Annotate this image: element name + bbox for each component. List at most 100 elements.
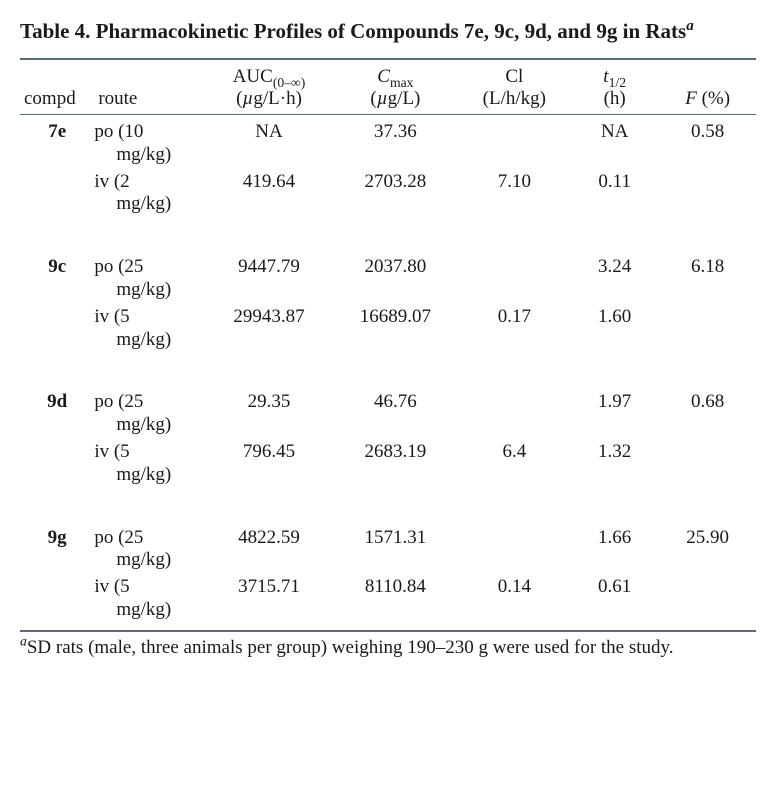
cell-cmax: 1571.31 xyxy=(332,487,458,573)
route-prefix: iv (2 xyxy=(94,171,129,192)
cell-thalf: 0.61 xyxy=(570,572,659,622)
table-row: iv (5mg/kg)29943.8716689.070.171.60 xyxy=(20,302,756,352)
cell-cmax: 2703.28 xyxy=(332,167,458,217)
route-dose: mg/kg) xyxy=(94,193,204,216)
route-dose: mg/kg) xyxy=(94,329,204,352)
cell-f: 0.58 xyxy=(659,114,756,166)
route-dose: mg/kg) xyxy=(94,144,204,167)
header-auc-top: AUC(0–∞) xyxy=(233,66,306,87)
cell-cl xyxy=(459,114,571,166)
title-text: Table 4. Pharmacokinetic Profiles of Com… xyxy=(20,19,686,43)
header-thalf-top: t1/2 xyxy=(603,66,626,87)
footnote-marker: a xyxy=(20,633,27,648)
cell-route: po (25mg/kg) xyxy=(94,216,206,302)
header-f: F (%) xyxy=(659,59,756,114)
table-row: 9cpo (25mg/kg)9447.792037.80 3.246.18 xyxy=(20,216,756,302)
cell-compd xyxy=(20,437,94,487)
cell-cmax: 46.76 xyxy=(332,351,458,437)
header-compd: compd xyxy=(20,59,94,114)
header-cmax: Cmax (µg/L) xyxy=(332,59,458,114)
table-row: 9dpo (25mg/kg)29.3546.76 1.970.68 xyxy=(20,351,756,437)
cell-compd xyxy=(20,302,94,352)
route-prefix: iv (5 xyxy=(94,576,129,597)
cell-compd: 9d xyxy=(20,351,94,437)
cell-cl: 6.4 xyxy=(459,437,571,487)
table-row: iv (5mg/kg)796.452683.196.41.32 xyxy=(20,437,756,487)
cell-cl xyxy=(459,216,571,302)
cell-f xyxy=(659,167,756,217)
cell-thalf: 1.60 xyxy=(570,302,659,352)
route-dose: mg/kg) xyxy=(94,549,204,572)
footnote-text: SD rats (male, three animals per group) … xyxy=(27,637,674,658)
route-prefix: iv (5 xyxy=(94,306,129,327)
cell-cmax: 16689.07 xyxy=(332,302,458,352)
cell-auc: 796.45 xyxy=(206,437,332,487)
cell-cmax: 2037.80 xyxy=(332,216,458,302)
cell-f: 0.68 xyxy=(659,351,756,437)
route-dose: mg/kg) xyxy=(94,279,204,302)
header-auc-unit: (µg/L·h) xyxy=(236,88,302,109)
cell-route: po (25mg/kg) xyxy=(94,487,206,573)
cell-route: iv (5mg/kg) xyxy=(94,437,206,487)
cell-route: po (25mg/kg) xyxy=(94,351,206,437)
route-prefix: iv (5 xyxy=(94,441,129,462)
cell-f: 6.18 xyxy=(659,216,756,302)
cell-compd xyxy=(20,167,94,217)
cell-f xyxy=(659,302,756,352)
header-route: route xyxy=(94,59,206,114)
route-dose: mg/kg) xyxy=(94,464,204,487)
cell-auc: 29.35 xyxy=(206,351,332,437)
cell-route: iv (5mg/kg) xyxy=(94,302,206,352)
title-footnote-marker: a xyxy=(686,18,694,34)
pk-table: compd route AUC(0–∞) (µg/L·h) Cmax (µg/L… xyxy=(20,58,756,621)
cell-cl: 7.10 xyxy=(459,167,571,217)
cell-thalf: 1.32 xyxy=(570,437,659,487)
cell-cl: 0.14 xyxy=(459,572,571,622)
table-title: Table 4. Pharmacokinetic Profiles of Com… xyxy=(20,18,756,44)
cell-compd: 7e xyxy=(20,114,94,166)
cell-thalf: 1.66 xyxy=(570,487,659,573)
route-prefix: po (25 xyxy=(94,256,143,277)
header-thalf-unit: (h) xyxy=(604,88,626,109)
cell-cmax: 8110.84 xyxy=(332,572,458,622)
route-prefix: po (10 xyxy=(94,121,143,142)
cell-thalf: NA xyxy=(570,114,659,166)
route-dose: mg/kg) xyxy=(94,414,204,437)
header-cl: Cl (L/h/kg) xyxy=(459,59,571,114)
table-row: 7epo (10mg/kg)NA37.36NA0.58 xyxy=(20,114,756,166)
header-auc: AUC(0–∞) (µg/L·h) xyxy=(206,59,332,114)
cell-f xyxy=(659,437,756,487)
cell-auc: NA xyxy=(206,114,332,166)
table-body: 7epo (10mg/kg)NA37.36NA0.58iv (2mg/kg)41… xyxy=(20,114,756,621)
cell-auc: 9447.79 xyxy=(206,216,332,302)
cell-auc: 4822.59 xyxy=(206,487,332,573)
cell-auc: 419.64 xyxy=(206,167,332,217)
table-footnote: aSD rats (male, three animals per group)… xyxy=(20,630,756,660)
cell-route: po (10mg/kg) xyxy=(94,114,206,166)
cell-f xyxy=(659,572,756,622)
cell-thalf: 3.24 xyxy=(570,216,659,302)
cell-compd xyxy=(20,572,94,622)
cell-cl: 0.17 xyxy=(459,302,571,352)
cell-cmax: 37.36 xyxy=(332,114,458,166)
header-cmax-top: Cmax xyxy=(377,66,413,87)
cell-auc: 3715.71 xyxy=(206,572,332,622)
header-thalf: t1/2 (h) xyxy=(570,59,659,114)
route-prefix: po (25 xyxy=(94,391,143,412)
cell-route: iv (2mg/kg) xyxy=(94,167,206,217)
cell-auc: 29943.87 xyxy=(206,302,332,352)
cell-thalf: 0.11 xyxy=(570,167,659,217)
table-row: 9gpo (25mg/kg)4822.591571.311.6625.90 xyxy=(20,487,756,573)
cell-cl xyxy=(459,487,571,573)
table-row: iv (5mg/kg)3715.718110.840.140.61 xyxy=(20,572,756,622)
cell-thalf: 1.97 xyxy=(570,351,659,437)
cell-cmax: 2683.19 xyxy=(332,437,458,487)
table-row: iv (2mg/kg)419.642703.287.100.11 xyxy=(20,167,756,217)
header-cl-unit: (L/h/kg) xyxy=(483,88,546,109)
route-dose: mg/kg) xyxy=(94,599,204,622)
cell-compd: 9g xyxy=(20,487,94,573)
header-cmax-unit: (µg/L) xyxy=(370,88,420,109)
header-cl-top: Cl xyxy=(505,66,523,87)
cell-cl xyxy=(459,351,571,437)
cell-compd: 9c xyxy=(20,216,94,302)
